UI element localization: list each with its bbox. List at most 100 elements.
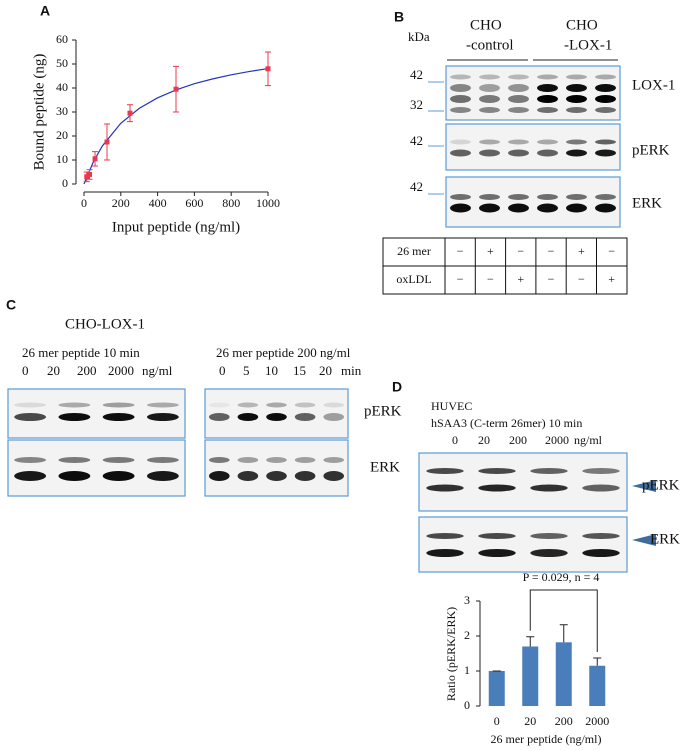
blot-band bbox=[478, 549, 516, 557]
y-tick-label: 60 bbox=[56, 32, 68, 46]
x-tick-label: 200 bbox=[112, 196, 130, 210]
blot-label: ERK bbox=[632, 195, 662, 211]
blot-band bbox=[426, 533, 464, 539]
lane-label: 0 bbox=[452, 433, 458, 447]
blot-band bbox=[582, 549, 620, 557]
fit-curve bbox=[83, 67, 269, 185]
blot-band bbox=[530, 533, 568, 539]
blot-band bbox=[102, 402, 135, 408]
mw-marker: 42 bbox=[410, 133, 423, 148]
x-tick-label: 0 bbox=[494, 714, 500, 728]
blot-band bbox=[582, 468, 620, 474]
blot-band bbox=[508, 95, 529, 103]
blot-band bbox=[508, 107, 529, 113]
blot-label: ERK bbox=[650, 531, 680, 547]
table-cell: + bbox=[487, 244, 494, 258]
blot-band bbox=[294, 457, 316, 463]
blot-band bbox=[266, 457, 287, 463]
blot-band bbox=[566, 74, 587, 80]
blot-band bbox=[479, 107, 500, 113]
blot-band bbox=[450, 194, 471, 200]
lane-label: 5 bbox=[243, 363, 250, 378]
bar bbox=[522, 646, 539, 706]
blot-band bbox=[582, 484, 620, 492]
data-point bbox=[87, 171, 93, 177]
y-tick-label: 3 bbox=[464, 593, 470, 607]
blot-band bbox=[508, 203, 529, 213]
table-cell: + bbox=[578, 244, 585, 258]
blot-band bbox=[323, 402, 344, 408]
blot-band bbox=[323, 413, 344, 421]
blot-band bbox=[537, 203, 558, 213]
error-bar bbox=[593, 657, 602, 666]
y-tick-label: 10 bbox=[56, 152, 68, 166]
blot-band bbox=[237, 471, 259, 481]
blot bbox=[445, 123, 621, 171]
x-tick-label: 20 bbox=[524, 714, 536, 728]
y-tick-label: 20 bbox=[56, 128, 68, 142]
cell-line: CHO-LOX-1 bbox=[65, 316, 145, 332]
blot-band bbox=[450, 74, 471, 80]
x-tick-label: 600 bbox=[185, 196, 203, 210]
blot bbox=[204, 439, 349, 497]
table-cell: − bbox=[457, 272, 464, 286]
blot-band bbox=[479, 95, 500, 103]
blot-band bbox=[537, 84, 558, 92]
blot-band bbox=[479, 74, 500, 80]
bar bbox=[488, 671, 505, 706]
x-tick-label: 2000 bbox=[585, 714, 609, 728]
x-axis-title: 26 mer peptide (ng/ml) bbox=[491, 732, 602, 746]
blot-band bbox=[566, 84, 587, 92]
blot-band bbox=[508, 149, 529, 157]
condition: 26 mer peptide 10 min bbox=[22, 345, 140, 360]
blot-band bbox=[14, 402, 47, 408]
blot-band bbox=[102, 413, 135, 421]
blot-band bbox=[537, 194, 558, 200]
blot-band bbox=[479, 203, 500, 213]
lane-label: 200 bbox=[77, 363, 97, 378]
error-bar bbox=[526, 636, 535, 647]
blot-band bbox=[323, 471, 344, 481]
blot-band bbox=[595, 95, 616, 103]
band-arrow bbox=[632, 480, 656, 492]
data-point bbox=[84, 174, 90, 180]
mw-marker: 42 bbox=[410, 179, 423, 194]
blot-band bbox=[595, 139, 616, 145]
blot bbox=[445, 65, 621, 121]
blot-band bbox=[266, 402, 287, 408]
blot-band bbox=[566, 107, 587, 113]
data-point bbox=[127, 110, 133, 116]
cell-line: HUVEC bbox=[431, 399, 472, 413]
table-cell: − bbox=[608, 244, 615, 258]
x-tick-label: 200 bbox=[555, 714, 573, 728]
blot-band bbox=[450, 107, 471, 113]
blot-band bbox=[479, 194, 500, 200]
blot-band bbox=[426, 468, 464, 474]
blot-band bbox=[537, 149, 558, 157]
y-tick-label: 0 bbox=[464, 698, 470, 712]
blot-band bbox=[478, 468, 516, 474]
blot-label: pERK bbox=[632, 142, 670, 158]
blot-band bbox=[595, 74, 616, 80]
table-cell: − bbox=[548, 244, 555, 258]
blot-band bbox=[566, 95, 587, 103]
lane-label: 0 bbox=[22, 363, 29, 378]
blot-band bbox=[450, 139, 471, 145]
x-tick-label: 800 bbox=[222, 196, 240, 210]
blot-band bbox=[426, 549, 464, 557]
blot-label: pERK bbox=[642, 477, 680, 493]
blot-band bbox=[530, 468, 568, 474]
blot-band bbox=[209, 402, 230, 408]
blot-band bbox=[14, 413, 47, 421]
lane-label: ng/ml bbox=[142, 363, 173, 378]
lane-label: 200 bbox=[509, 433, 527, 447]
blot-band bbox=[209, 457, 230, 463]
blot-band bbox=[294, 413, 316, 421]
condition: 26 mer peptide 200 ng/ml bbox=[216, 345, 351, 360]
blot-band bbox=[209, 413, 230, 421]
blot bbox=[418, 516, 628, 573]
blot-band bbox=[595, 194, 616, 200]
blot-band bbox=[595, 149, 616, 157]
annotation: P = 0.029, n = 4 bbox=[523, 570, 600, 584]
